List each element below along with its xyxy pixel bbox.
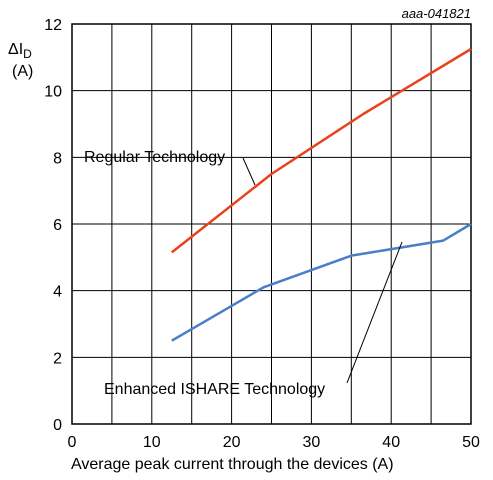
enhanced-ishare-technology-line — [171, 222, 472, 342]
x-tick-label: 0 — [68, 434, 77, 451]
y-axis-unit: (A) — [12, 63, 33, 80]
x-tick-labels: 0 10 20 30 40 50 — [68, 434, 480, 451]
x-tick-label: 40 — [382, 434, 400, 451]
figure-id: aaa-041821 — [402, 6, 471, 21]
y-tick-label: 2 — [53, 350, 62, 367]
x-tick-label: 20 — [223, 434, 241, 451]
enhanced-ishare-technology-label: Enhanced ISHARE Technology — [104, 381, 325, 398]
grid — [72, 24, 471, 424]
x-tick-label: 10 — [143, 434, 161, 451]
y-tick-label: 0 — [53, 417, 62, 434]
regular-technology-line — [170, 47, 472, 254]
regular-technology-label: Regular Technology — [84, 149, 225, 166]
y-tick-label: 10 — [44, 84, 62, 101]
x-axis-label: Average peak current through the devices… — [71, 456, 394, 473]
series-lines — [170, 47, 472, 342]
enhanced-ishare-leader-line — [346, 241, 403, 384]
y-axis-label-main: ΔI — [8, 41, 23, 58]
y-tick-labels: 0 2 4 6 8 10 12 — [44, 17, 62, 434]
y-axis-label: ΔID — [8, 41, 32, 61]
x-tick-label: 30 — [303, 434, 321, 451]
y-tick-label: 6 — [53, 217, 62, 234]
y-tick-label: 12 — [44, 17, 62, 34]
y-tick-label: 4 — [53, 284, 62, 301]
y-tick-label: 8 — [53, 150, 62, 167]
x-tick-label: 50 — [462, 434, 480, 451]
y-axis-label-sub: D — [23, 47, 32, 61]
regular-technology-leader-line — [242, 157, 256, 186]
